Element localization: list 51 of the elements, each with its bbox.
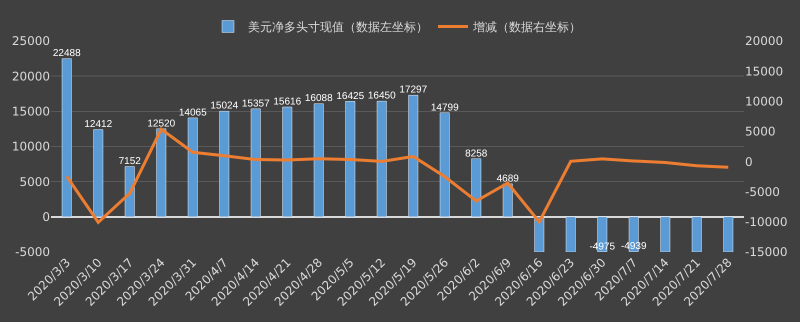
y2-tick-label: -10000 [745, 215, 788, 230]
legend-label: 增减（数据右坐标） [472, 20, 581, 34]
bar [219, 110, 230, 218]
y-tick-label: -5000 [15, 245, 50, 260]
y2-tick-label: -5000 [745, 184, 780, 199]
bar [250, 108, 261, 218]
data-label: 14799 [430, 102, 460, 114]
data-label: 16088 [304, 93, 334, 104]
bar [723, 216, 734, 252]
y2-tick-label: 20000 [745, 34, 784, 48]
bar [566, 216, 576, 252]
bar [471, 158, 482, 218]
bar [93, 129, 104, 218]
bar [440, 112, 450, 218]
bar [282, 106, 292, 218]
data-label: 12412 [84, 119, 113, 130]
y-tick-label: 20000 [12, 69, 50, 84]
data-label: 15616 [273, 96, 302, 108]
data-label: 8258 [465, 148, 488, 160]
line-series [65, 128, 730, 224]
y2-tick-label: -15000 [745, 245, 788, 260]
data-label: 14065 [178, 107, 208, 118]
bar [660, 216, 670, 252]
legend-label: 美元净多头寸现值（数据左坐标） [248, 20, 428, 34]
y-tick-label: 15000 [12, 104, 50, 119]
data-label: 7152 [118, 156, 142, 168]
data-label: 4689 [496, 173, 520, 184]
data-label: 16425 [336, 90, 365, 102]
bar [156, 128, 166, 218]
data-label: 15357 [242, 98, 270, 110]
bar [376, 100, 387, 218]
bar [408, 94, 418, 218]
y-tick-label: 5000 [19, 174, 50, 189]
y-tick-label: 10000 [12, 140, 50, 154]
bar [502, 184, 513, 218]
data-label: 16450 [368, 90, 396, 102]
data-label: 17297 [399, 84, 428, 96]
y2-tick-label: 15000 [745, 64, 784, 78]
bar [62, 58, 72, 218]
y2-tick-label: 0 [745, 154, 753, 169]
y2-tick-label: 5000 [745, 124, 776, 139]
bar [188, 118, 198, 218]
data-label: 22488 [52, 48, 82, 60]
bar [314, 103, 324, 218]
y-tick-label: 25000 [12, 34, 50, 48]
y-tick-label: 0 [42, 210, 50, 224]
bar [692, 216, 702, 252]
y2-tick-label: 10000 [745, 94, 784, 108]
bar [345, 101, 356, 218]
data-label: 15024 [210, 100, 239, 112]
data-label: 12520 [147, 118, 176, 130]
